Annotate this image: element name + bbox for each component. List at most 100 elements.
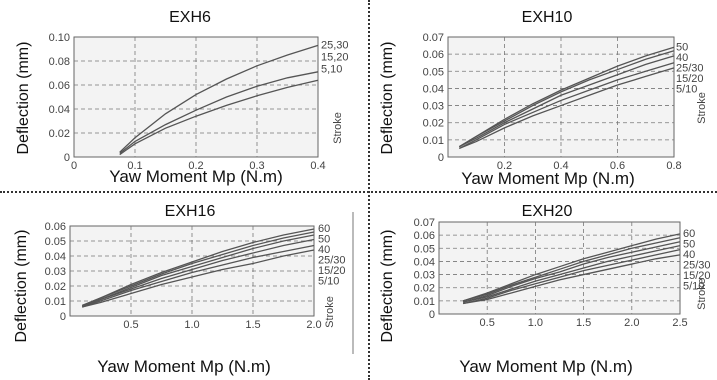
y-tick-label: 0 — [60, 311, 66, 323]
y-tick-label: 0.02 — [45, 281, 66, 293]
series-line — [119, 44, 319, 153]
x-tick-label: 0.8 — [666, 160, 681, 172]
x-axis-label: Yaw Moment Mp (N.m) — [97, 357, 271, 376]
series-label: 5/10 — [676, 83, 697, 95]
x-axis-label: Yaw Moment Mp (N.m) — [459, 357, 633, 376]
series-label: 40 — [318, 244, 330, 256]
y-tick-label: 0.04 — [49, 104, 70, 116]
x-tick-label: 2.0 — [306, 319, 321, 331]
series-label: 50 — [683, 238, 695, 250]
series-line — [82, 249, 315, 308]
chart-panel-exh10: 0 0.01 0.02 0.03 0.04 0.05 0.06 0.07 0.2 0.4 0.6 0.… — [370, 0, 717, 190]
y-tick-label: 0.03 — [45, 266, 66, 278]
series-line — [459, 67, 675, 150]
x-tick-label: 0 — [71, 160, 77, 172]
y-tick-label: 0 — [64, 152, 70, 164]
vertical-divider — [368, 0, 370, 380]
y-axis-label: Deflection (mm) — [379, 230, 396, 343]
series-label: 25/30 — [318, 255, 346, 267]
y-tick-label: 0.01 — [414, 296, 435, 308]
y-tick-label: 0.03 — [423, 101, 444, 113]
plot-area: 0 0.02 0.04 0.06 0.08 0.10 0 0.1 0.2 0.3 0.4 25,301… — [49, 32, 349, 172]
series-label: 25/30 — [676, 62, 704, 74]
series-axis-label: Stroke — [332, 112, 344, 144]
series-label: 5/10 — [683, 280, 704, 292]
y-tick-label: 0.05 — [45, 236, 66, 248]
x-tick-label: 1.0 — [528, 317, 543, 329]
series-line — [81, 231, 315, 307]
y-tick-label: 0.06 — [49, 80, 70, 92]
series-label: 15/20 — [318, 265, 346, 277]
chart-panel-exh6: 0 0.02 0.04 0.06 0.08 0.10 0 0.1 0.2 0.3 0.4 25,30 1… — [0, 0, 366, 190]
y-tick-label: 0.10 — [49, 32, 70, 44]
series-line — [462, 233, 681, 302]
series-line — [81, 244, 315, 308]
series-label: 5,10 — [321, 63, 342, 75]
chart-title: EXH16 — [165, 203, 216, 220]
chart-title: EXH6 — [169, 9, 211, 26]
chart-panel-exh16: 0 0.01 0.02 0.03 0.04 0.05 0.06 0.5 1.0 1.5 2.0 60 5… — [0, 194, 366, 380]
x-tick-label: 0.5 — [123, 319, 138, 331]
chart-exh16: 00.010.020.030.040.050.060.5 1.0 1.5 2.0605… — [13, 203, 354, 376]
x-tick-label: 0.5 — [480, 317, 495, 329]
series-label: 15/20 — [676, 73, 704, 85]
series-line — [459, 62, 675, 150]
y-tick-label: 0.01 — [423, 135, 444, 147]
y-axis-label: Deflection (mm) — [13, 230, 30, 343]
series-axis-label: Stroke — [696, 278, 708, 310]
x-tick-label: 0.6 — [610, 160, 625, 172]
y-tick-label: 0 — [429, 309, 435, 321]
series-label: 40 — [683, 249, 695, 261]
y-tick-label: 0.03 — [414, 270, 435, 282]
plot-area: 00.010.020.030.040.050.060.5 1.0 1.5 2.0605… — [45, 221, 346, 331]
chart-exh10: 0 0.01 0.02 0.03 0.04 0.05 0.06 0.07 0.2 0.4 0.6 0.… — [379, 9, 708, 188]
y-axis-label: Deflection (mm) — [15, 42, 32, 155]
y-tick-label: 0.07 — [414, 217, 435, 229]
series-line — [119, 79, 319, 156]
series-axis-label: Stroke — [324, 296, 336, 328]
y-tick-label: 0.06 — [423, 49, 444, 61]
y-tick-label: 0 — [438, 152, 444, 164]
y-tick-label: 0.02 — [414, 283, 435, 295]
x-tick-label: 0.3 — [249, 160, 264, 172]
plot-area: 0 0.01 0.02 0.03 0.04 0.05 0.06 0.07 0.2 0.4 0.6 0.… — [423, 32, 704, 172]
series-line — [462, 248, 681, 305]
series-label: 25/30 — [683, 259, 711, 271]
series-label: 25,30 — [321, 39, 349, 51]
series-label: 40 — [676, 52, 688, 64]
series-line — [462, 254, 681, 305]
series-line — [462, 237, 681, 302]
x-tick-label: 1.0 — [184, 319, 199, 331]
series-label: 5/10 — [318, 276, 339, 288]
series-label: 60 — [683, 228, 695, 240]
y-tick-label: 0.08 — [49, 56, 70, 68]
series-line — [459, 55, 675, 148]
chart-title: EXH20 — [522, 203, 573, 220]
y-tick-label: 0.05 — [414, 243, 435, 255]
x-axis-label: Yaw Moment Mp (N.m) — [109, 167, 283, 186]
y-tick-label: 0.06 — [414, 230, 435, 242]
x-tick-label: 2.5 — [672, 317, 687, 329]
series-label: 15,20 — [321, 51, 349, 63]
series-label: 50 — [318, 234, 330, 246]
series-label: 15/20 — [683, 270, 711, 282]
chart-exh20: 00.010.020.03 0.040.050.060.07 0.5 1.0 1.5 2.… — [379, 203, 711, 376]
y-tick-label: 0.02 — [423, 118, 444, 130]
series-line — [462, 241, 681, 303]
x-tick-label: 0.2 — [188, 160, 203, 172]
y-tick-label: 0.05 — [423, 66, 444, 78]
y-tick-label: 0.04 — [45, 251, 66, 263]
x-tick-label: 0.2 — [497, 160, 512, 172]
x-tick-label: 0.4 — [310, 160, 325, 172]
series-line — [458, 50, 675, 148]
x-tick-label: 1.5 — [245, 319, 260, 331]
chart-panel-exh20: 0 0.01 0.02 0.03 0.04 0.05 0.06 0.07 0.5 1.0 1.5 2.… — [370, 194, 717, 380]
x-axis-label: Yaw Moment Mp (N.m) — [461, 169, 635, 188]
plot-area: 00.010.020.03 0.040.050.060.07 0.5 1.0 1.5 2.… — [414, 217, 711, 329]
x-tick-label: 0.4 — [553, 160, 568, 172]
y-axis-label: Deflection (mm) — [379, 42, 396, 155]
series-label: 50 — [676, 41, 688, 53]
x-tick-label: 0.1 — [127, 160, 142, 172]
y-tick-label: 0.02 — [49, 128, 70, 140]
y-tick-label: 0.06 — [45, 221, 66, 233]
